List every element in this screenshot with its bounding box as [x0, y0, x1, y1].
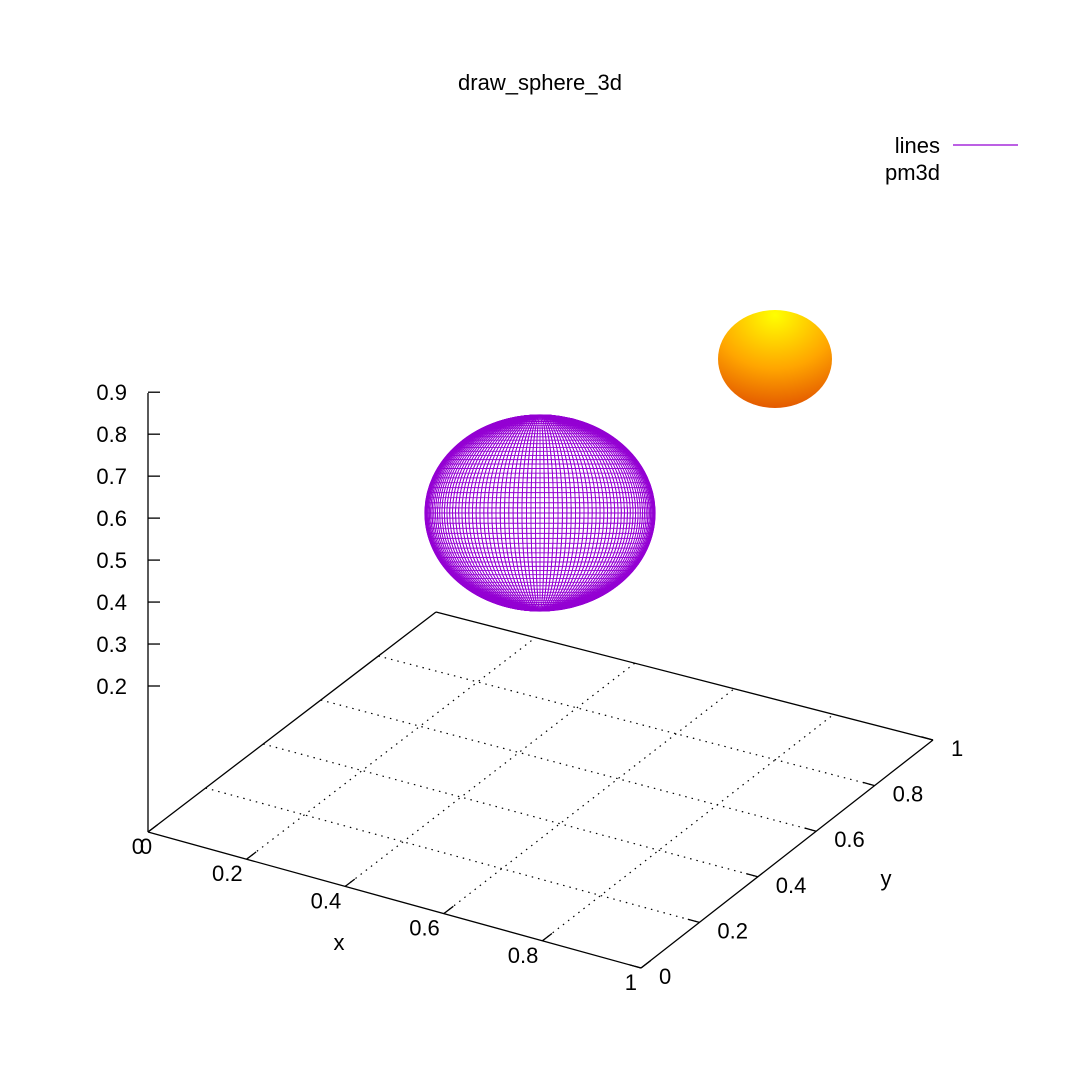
floor-right-edge	[435, 611, 934, 741]
x-tick-mark	[344, 878, 356, 887]
z-tick-label: 0.9	[96, 380, 127, 405]
x-tick-label: 1	[625, 970, 637, 995]
lines-sphere-mesh	[424, 414, 656, 612]
y-tick-label: 0.4	[776, 873, 807, 898]
grid-line-x	[246, 637, 536, 860]
y-tick-mark	[921, 736, 934, 741]
x-tick-label: 0.4	[311, 888, 342, 913]
y-tick-label: 1	[951, 736, 963, 761]
chart-title: draw_sphere_3d	[458, 70, 622, 95]
z-tick-label: 0.4	[96, 590, 127, 615]
floor-grid	[205, 637, 875, 942]
grid-line-y	[263, 743, 758, 878]
y-ticks: 0 0.2 0.4 0.6 0.8 1	[629, 736, 963, 989]
floor-back-edge	[147, 611, 437, 833]
z-tick-label: 0.6	[96, 506, 127, 531]
x-tick-mark	[542, 932, 553, 942]
z-tick-label: 0.3	[96, 632, 127, 657]
z-tick-label: 0.7	[96, 464, 127, 489]
y-tick-label: 0.8	[893, 782, 924, 807]
y-tick-label: 0.6	[834, 827, 865, 852]
z-base-label: 0	[140, 834, 152, 859]
x-tick-label: 0.6	[409, 916, 440, 941]
legend: lines pm3d	[885, 133, 1018, 185]
floor-base	[147, 393, 934, 969]
x-tick-mark	[246, 851, 257, 860]
legend-label-lines: lines	[895, 133, 940, 158]
y-tick-mark	[862, 781, 875, 787]
x-axis-line	[147, 831, 642, 969]
x-tick-label: 0.2	[212, 861, 243, 886]
x-axis-label: x	[334, 930, 345, 955]
legend-label-pm3d: pm3d	[885, 160, 940, 185]
z-tick-label: 0.5	[96, 548, 127, 573]
x-tick-label: 0	[132, 834, 144, 859]
x-ticks: 0 0.2 0.4 0.6 0.8 1	[132, 824, 651, 995]
pm3d-sphere	[718, 310, 832, 408]
y-tick-mark	[804, 827, 817, 832]
grid-line-x	[443, 688, 735, 915]
z-tick-label: 0.2	[96, 674, 127, 699]
z-ticks: 0.2 0.3 0.4 0.5 0.6 0.7 0.8 0.9 0	[96, 380, 160, 859]
y-axis-label: y	[881, 866, 892, 891]
y-tick-mark	[746, 872, 758, 878]
y-tick-label: 0	[659, 964, 671, 989]
y-tick-mark	[687, 918, 700, 924]
y-tick-label: 0.2	[717, 918, 748, 943]
x-tick-mark	[640, 960, 651, 969]
z-tick-label: 0.8	[96, 422, 127, 447]
x-tick-mark	[147, 824, 158, 833]
x-tick-label: 0.8	[508, 943, 539, 968]
mesh-meridian	[424, 414, 656, 612]
grid-line-y	[320, 699, 817, 832]
grid-line-y	[205, 787, 700, 923]
y-axis-line	[640, 739, 934, 969]
grid-line-x	[344, 662, 636, 887]
grid-line-x	[542, 713, 834, 942]
y-tick-mark	[629, 964, 642, 969]
x-tick-mark	[443, 905, 454, 915]
grid-line-y	[378, 655, 875, 787]
